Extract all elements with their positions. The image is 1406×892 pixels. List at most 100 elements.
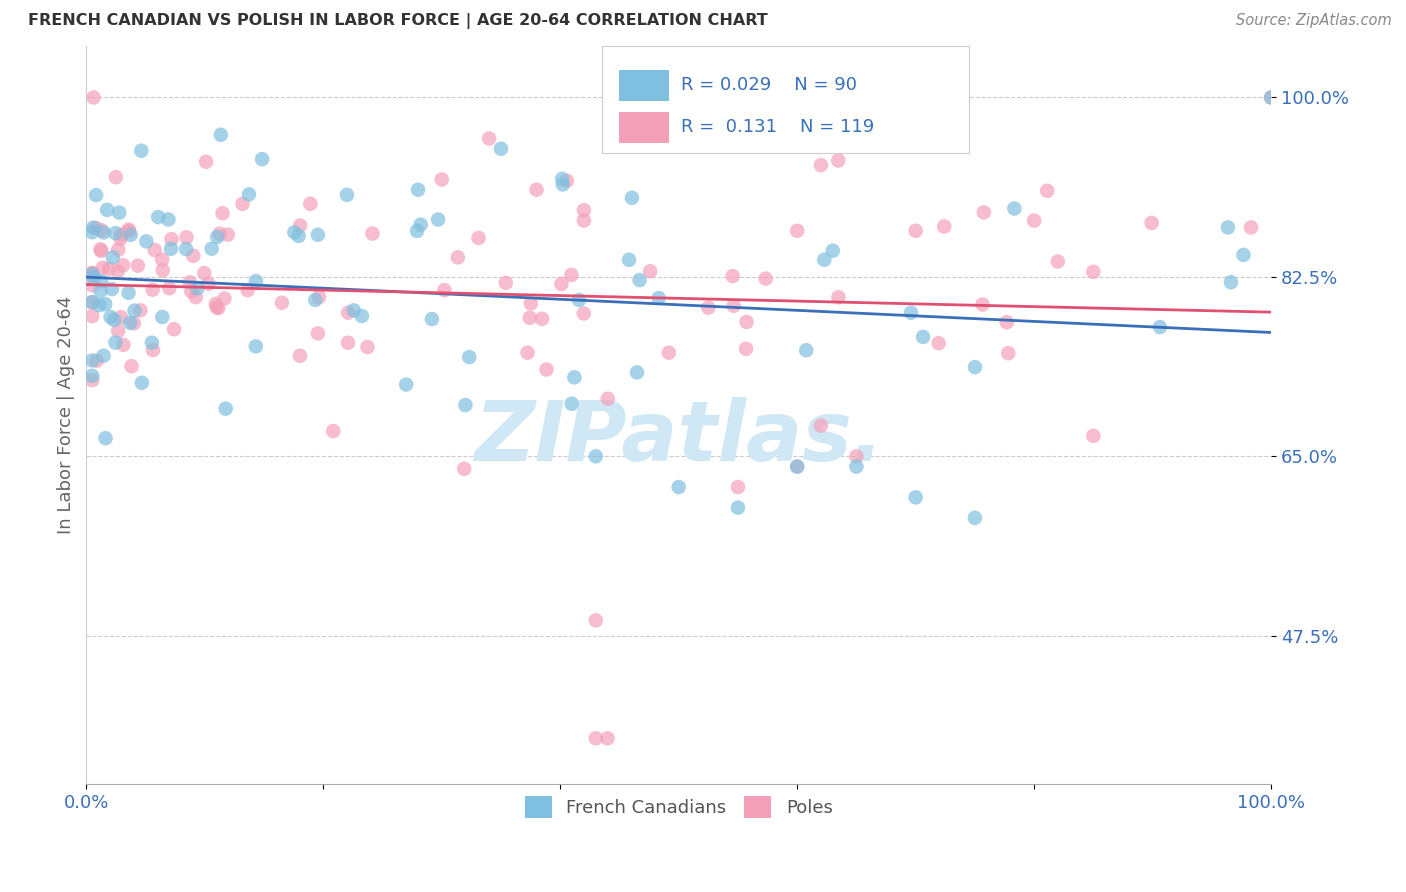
Point xyxy=(810,418,832,433)
Point xyxy=(83,90,105,104)
Point xyxy=(453,462,475,476)
Point xyxy=(551,178,574,192)
Point xyxy=(628,273,651,287)
Point xyxy=(995,315,1018,329)
Point xyxy=(322,424,344,438)
Point xyxy=(208,227,231,241)
Point xyxy=(307,227,329,242)
Point xyxy=(337,335,360,350)
Point xyxy=(845,450,868,464)
Point xyxy=(112,258,135,272)
Point xyxy=(1140,216,1163,230)
Point xyxy=(93,349,115,363)
Point xyxy=(160,232,183,246)
Point xyxy=(86,353,108,368)
Point xyxy=(141,335,163,350)
Point xyxy=(142,283,165,297)
Text: R =  0.131    N = 119: R = 0.131 N = 119 xyxy=(681,119,875,136)
Point xyxy=(617,252,640,267)
Point xyxy=(110,227,132,242)
Point xyxy=(1083,429,1105,443)
Point xyxy=(409,218,432,232)
Point xyxy=(1260,90,1282,104)
Point xyxy=(101,282,124,296)
FancyBboxPatch shape xyxy=(602,46,969,153)
Point xyxy=(121,359,143,374)
Point xyxy=(304,293,326,307)
Point xyxy=(245,339,267,353)
Point xyxy=(152,263,174,277)
Point xyxy=(568,293,591,307)
Point xyxy=(727,480,749,494)
Point xyxy=(217,227,239,242)
Point xyxy=(735,342,758,356)
Legend: French Canadians, Poles: French Canadians, Poles xyxy=(516,787,842,827)
Point xyxy=(755,271,778,285)
Point xyxy=(82,309,104,323)
Point xyxy=(1240,220,1263,235)
Point xyxy=(157,212,180,227)
Point xyxy=(135,235,157,249)
Point xyxy=(180,285,202,299)
Point xyxy=(395,377,418,392)
Point xyxy=(110,310,132,325)
Point xyxy=(430,172,453,186)
Point xyxy=(174,242,197,256)
Point xyxy=(209,128,232,142)
Point xyxy=(555,174,578,188)
Point xyxy=(900,306,922,320)
Point xyxy=(118,224,141,238)
Point xyxy=(82,373,104,387)
Text: Source: ZipAtlas.com: Source: ZipAtlas.com xyxy=(1236,13,1392,29)
Point xyxy=(1216,220,1239,235)
Point xyxy=(454,398,477,412)
Point xyxy=(101,251,124,265)
Point xyxy=(786,224,808,238)
Point xyxy=(658,345,681,359)
Point xyxy=(620,191,643,205)
Point xyxy=(184,290,207,304)
Point xyxy=(270,295,292,310)
Point xyxy=(530,311,553,326)
Point xyxy=(110,232,132,246)
Point xyxy=(236,283,259,297)
Point xyxy=(250,152,273,166)
Point xyxy=(142,343,165,357)
Point xyxy=(82,220,104,235)
Point xyxy=(361,227,384,241)
Point xyxy=(84,221,107,235)
Point xyxy=(668,480,690,494)
Point xyxy=(572,213,595,227)
Point xyxy=(214,292,236,306)
Point xyxy=(786,459,808,474)
Point xyxy=(90,223,112,237)
Point xyxy=(82,266,104,280)
Point xyxy=(934,219,956,234)
Point xyxy=(104,335,127,350)
Point xyxy=(467,231,489,245)
Point xyxy=(82,268,104,282)
Point xyxy=(231,197,253,211)
Point xyxy=(103,313,125,327)
Point xyxy=(727,500,749,515)
Point xyxy=(82,266,104,280)
Point xyxy=(84,188,107,202)
FancyBboxPatch shape xyxy=(620,112,669,143)
Point xyxy=(356,340,378,354)
Point xyxy=(810,158,832,172)
Text: FRENCH CANADIAN VS POLISH IN LABOR FORCE | AGE 20-64 CORRELATION CHART: FRENCH CANADIAN VS POLISH IN LABOR FORCE… xyxy=(28,13,768,29)
Point xyxy=(124,303,146,318)
Point xyxy=(596,731,619,746)
Point xyxy=(626,366,648,380)
Point xyxy=(150,310,173,324)
Point xyxy=(550,277,572,291)
Point xyxy=(447,251,470,265)
Point xyxy=(560,268,582,282)
Point xyxy=(118,222,141,236)
Point xyxy=(827,153,849,168)
Point xyxy=(420,312,443,326)
Point xyxy=(82,225,104,239)
Point xyxy=(91,260,114,275)
Point xyxy=(82,295,104,310)
Point xyxy=(551,172,574,186)
